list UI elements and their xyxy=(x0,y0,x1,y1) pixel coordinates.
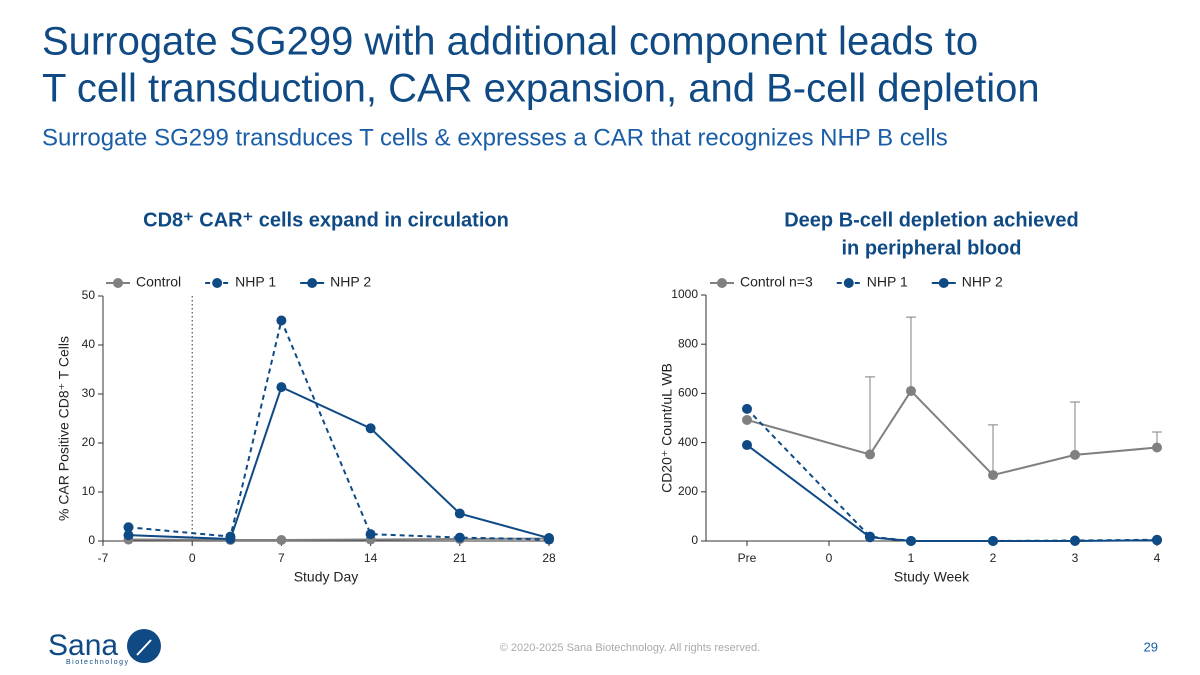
error-bar xyxy=(865,376,875,455)
y-tick-label: 0 xyxy=(691,533,698,547)
chart-title: in peripheral blood xyxy=(841,237,1021,259)
legend-swatch xyxy=(717,278,727,288)
data-point xyxy=(988,536,998,546)
data-point xyxy=(276,535,287,546)
x-axis-title: Study Week xyxy=(894,569,970,585)
legend-swatch xyxy=(307,278,318,288)
series-line xyxy=(128,317,550,541)
logo-name: Sana xyxy=(48,629,118,662)
x-tick-label: 14 xyxy=(364,551,378,565)
data-point xyxy=(988,470,998,481)
data-point xyxy=(906,536,916,546)
footer: © 2020-2025 Sana Biotechnology. All righ… xyxy=(500,642,760,654)
data-point xyxy=(123,522,134,533)
data-point xyxy=(1070,449,1080,460)
data-point xyxy=(454,532,465,543)
y-tick-label: 30 xyxy=(82,386,96,400)
y-tick-label: 20 xyxy=(82,435,96,449)
data-point xyxy=(123,530,134,541)
series-line xyxy=(746,408,1158,542)
logo-mark xyxy=(136,639,152,656)
data-point xyxy=(1070,536,1080,546)
page-number: 29 xyxy=(1144,639,1158,654)
data-point xyxy=(365,423,376,434)
data-point xyxy=(742,414,752,425)
legend-label: NHP 1 xyxy=(235,274,276,290)
data-point xyxy=(1152,535,1162,546)
data-point xyxy=(742,440,752,451)
legend-label: NHP 2 xyxy=(962,274,1003,290)
slide-subtitle: Surrogate SG299 transduces T cells & exp… xyxy=(42,124,948,151)
x-tick-label: 2 xyxy=(990,551,997,565)
y-tick-label: 800 xyxy=(678,336,698,350)
data-point xyxy=(906,385,916,396)
error-bar xyxy=(906,316,916,391)
legend-swatch xyxy=(212,278,223,288)
series-line xyxy=(746,444,1158,542)
y-tick-label: 0 xyxy=(88,533,95,547)
series-line xyxy=(128,537,550,542)
y-tick-label: 400 xyxy=(678,435,698,449)
y-tick-label: 40 xyxy=(82,337,96,351)
x-axis-title: Study Day xyxy=(294,569,359,585)
legend-label: NHP 1 xyxy=(867,274,908,290)
data-point xyxy=(454,508,465,519)
x-tick-label: 28 xyxy=(542,551,556,565)
x-tick-label: 0 xyxy=(826,551,833,565)
x-tick-label: 3 xyxy=(1072,551,1079,565)
x-tick-label: 7 xyxy=(278,551,285,565)
y-tick-label: 600 xyxy=(678,386,698,400)
y-tick-label: 50 xyxy=(82,288,96,302)
data-point xyxy=(544,533,554,544)
data-point xyxy=(865,449,875,460)
data-point xyxy=(865,532,875,543)
data-point xyxy=(742,403,752,414)
legend-swatch xyxy=(938,278,949,288)
logo-mark xyxy=(127,629,161,663)
series-line xyxy=(128,385,550,541)
data-point xyxy=(276,382,287,393)
x-tick-label: 0 xyxy=(189,551,196,565)
logo-tagline: Biotechnology xyxy=(66,659,129,666)
legend-swatch xyxy=(843,278,854,288)
y-tick-label: 1000 xyxy=(671,287,698,301)
legend-label: NHP 2 xyxy=(330,274,371,290)
slide-title: Surrogate SG299 with additional componen… xyxy=(42,20,978,64)
data-point xyxy=(225,534,236,545)
legend-label: Control xyxy=(136,274,181,290)
x-tick-label: 1 xyxy=(908,551,915,565)
legend-label: Control n=3 xyxy=(740,274,813,290)
y-tick-label: 200 xyxy=(678,484,698,498)
x-tick-label: 4 xyxy=(1154,551,1161,565)
series-line xyxy=(746,389,1158,477)
slide-title: T cell transduction, CAR expansion, and … xyxy=(42,67,1040,111)
y-axis-title: CD20⁺ Count/uL WB xyxy=(659,363,675,493)
legend-swatch xyxy=(113,278,123,288)
data-point xyxy=(365,529,376,540)
x-tick-label: -7 xyxy=(98,551,109,565)
chart-title: Deep B-cell depletion achieved xyxy=(784,209,1079,231)
x-tick-label: Pre xyxy=(738,551,757,565)
data-point xyxy=(276,315,287,326)
chart-title: CD8⁺ CAR⁺ cells expand in circulation xyxy=(143,209,509,231)
data-point xyxy=(1152,442,1162,453)
y-axis-title: % CAR Positive CD8⁺ T Cells xyxy=(56,336,72,521)
error-bar xyxy=(988,424,998,476)
error-bar xyxy=(1070,401,1080,455)
x-tick-label: 21 xyxy=(453,551,467,565)
y-tick-label: 10 xyxy=(82,484,96,498)
